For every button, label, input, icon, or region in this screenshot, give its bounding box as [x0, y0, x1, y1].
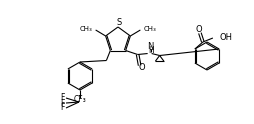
Text: CF₃: CF₃: [73, 95, 86, 105]
Text: F: F: [60, 98, 64, 108]
Text: OH: OH: [219, 32, 232, 42]
Text: F: F: [60, 104, 64, 112]
Text: CH₃: CH₃: [143, 26, 155, 32]
Text: H: H: [147, 46, 153, 55]
Text: CH₃: CH₃: [80, 26, 92, 32]
Text: N: N: [147, 42, 153, 51]
Text: F: F: [60, 93, 64, 103]
Text: S: S: [116, 18, 121, 27]
Text: O: O: [195, 26, 201, 34]
Text: O: O: [138, 63, 144, 72]
